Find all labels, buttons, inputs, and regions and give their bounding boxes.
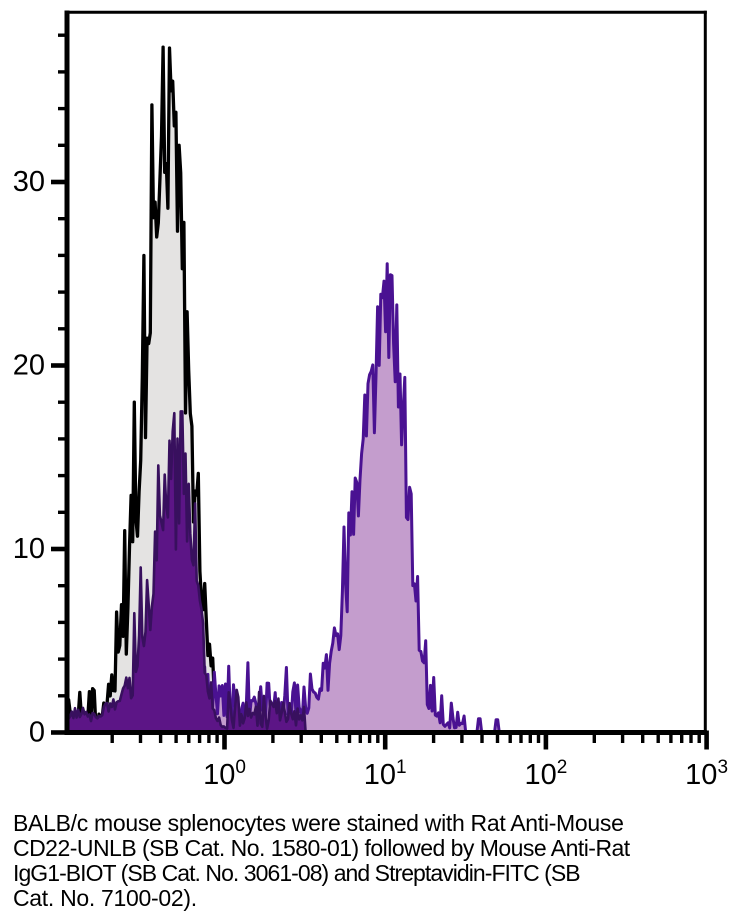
- svg-text:0: 0: [29, 717, 45, 749]
- svg-text:100: 100: [203, 757, 246, 791]
- svg-text:10: 10: [13, 533, 45, 565]
- svg-text:103: 103: [685, 757, 728, 791]
- svg-text:30: 30: [13, 166, 45, 198]
- svg-text:20: 20: [13, 350, 45, 382]
